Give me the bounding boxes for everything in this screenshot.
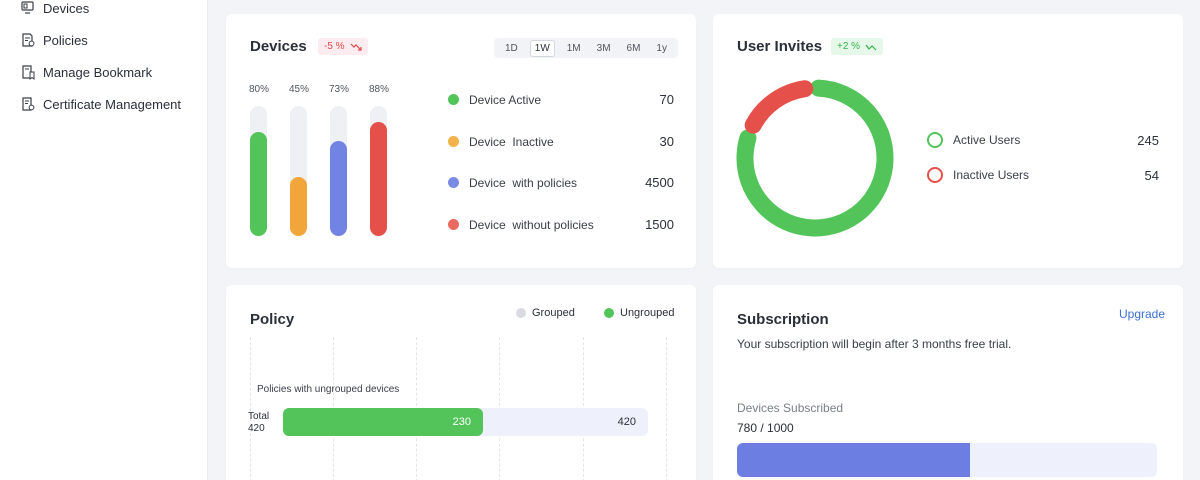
legend-dot	[516, 308, 526, 318]
tab-1w[interactable]: 1W	[529, 39, 555, 57]
bar-fill-without-policies	[370, 122, 387, 236]
sidebar-item-policies[interactable]: Policies	[20, 32, 88, 48]
sidebar-item-label: Devices	[43, 0, 90, 16]
sidebar-item-label: Manage Bookmark	[43, 64, 153, 80]
sidebar: Devices Policies Manage Bookmark Certifi…	[0, 0, 208, 480]
legend-label: Device Active	[469, 92, 542, 107]
bar-track	[290, 106, 307, 236]
devices-trend-badge: -5 %	[318, 38, 368, 55]
policy-title: Policy	[250, 311, 295, 328]
legend-value: 70	[659, 92, 674, 107]
devices-card: Devices -5 % 1D 1W 1M 3M 6M 1y 80% 45% 7…	[226, 14, 696, 268]
subscription-progress-fill	[737, 443, 970, 477]
sidebar-item-devices[interactable]: Devices	[20, 0, 89, 16]
legend-label: Device Inactive	[469, 134, 554, 149]
legend-item-device-inactive: Device Inactive 30	[448, 134, 674, 149]
tab-1d[interactable]: 1D	[504, 42, 518, 54]
legend-item-device-with-policies: Device with policies 4500	[448, 175, 674, 190]
policy-card: Policy Grouped Ungrouped Policies with u…	[226, 285, 696, 480]
bar-track	[250, 106, 267, 236]
devices-icon	[20, 0, 36, 16]
devices-subscribed-label: Devices Subscribed	[737, 401, 844, 415]
legend-dot	[448, 219, 459, 230]
policy-bar-track: 230 420	[283, 408, 648, 436]
bar-percent-label: 88%	[368, 84, 389, 95]
legend-item-device-without-policies: Device without policies 1500	[448, 217, 674, 232]
total-label: Total 420	[248, 411, 269, 435]
certificate-icon	[20, 96, 36, 112]
legend-value: 245	[1137, 132, 1159, 148]
subscription-progress-track	[737, 443, 1157, 477]
upgrade-link[interactable]: Upgrade	[1119, 307, 1166, 321]
total-end-value: 420	[617, 416, 636, 428]
legend-value: 54	[1144, 167, 1159, 183]
devices-title: Devices	[250, 38, 307, 55]
user-invites-card: User Invites +2 % Active Users 245 Inact…	[713, 14, 1183, 268]
legend-value: 30	[659, 134, 674, 149]
bar-track	[370, 106, 387, 236]
legend-label: Ungrouped	[620, 307, 675, 319]
legend-value: 1500	[645, 217, 674, 232]
legend-ring-icon	[927, 132, 943, 148]
legend-label: Device with policies	[469, 175, 578, 190]
total-label-value: 420	[248, 423, 265, 434]
trend-down-icon	[350, 43, 362, 51]
tab-3m[interactable]: 3M	[596, 42, 611, 54]
legend-dot	[448, 94, 459, 105]
user-invites-donut	[736, 79, 894, 237]
bar-caption: Policies with ungrouped devices	[257, 384, 400, 395]
legend-dot	[448, 136, 459, 147]
legend-label: Active Users	[953, 133, 1021, 147]
donut-segment-active	[736, 79, 894, 237]
legend-item-active-users: Active Users 245	[927, 132, 1159, 148]
donut-segment-inactive	[736, 79, 894, 237]
policy-bar-ungrouped: 230	[283, 408, 483, 436]
legend-label: Grouped	[532, 307, 575, 319]
timeframe-selector: 1D 1W 1M 3M 6M 1y	[494, 38, 678, 58]
user-invites-title: User Invites	[737, 38, 823, 55]
tab-1y[interactable]: 1y	[656, 42, 667, 54]
legend-dot	[604, 308, 614, 318]
trend-up-icon	[865, 44, 877, 50]
legend-item-device-active: Device Active 70	[448, 92, 674, 107]
legend-item-grouped: Grouped	[516, 307, 575, 319]
legend-ring-icon	[927, 167, 943, 183]
sidebar-item-certificate-management[interactable]: Certificate Management	[20, 96, 181, 112]
legend-item-inactive-users: Inactive Users 54	[927, 167, 1159, 183]
bar-percent-label: 73%	[328, 84, 349, 95]
gridline	[666, 337, 667, 480]
subscription-description: Your subscription will begin after 3 mon…	[737, 337, 1012, 351]
bar-fill-inactive	[290, 177, 307, 236]
bar-fill-with-policies	[330, 141, 347, 236]
subscription-title: Subscription	[737, 311, 829, 328]
devices-subscribed-value: 780 / 1000	[737, 421, 794, 435]
subscription-card: Subscription Upgrade Your subscription w…	[713, 285, 1183, 480]
bar-percent-label: 45%	[288, 84, 309, 95]
legend-item-ungrouped: Ungrouped	[604, 307, 674, 319]
sidebar-item-label: Certificate Management	[43, 96, 182, 112]
bar-percent-label: 80%	[248, 84, 269, 95]
tab-1m[interactable]: 1M	[566, 42, 581, 54]
ungrouped-value: 230	[452, 416, 471, 428]
badge-value: +2 %	[837, 41, 861, 52]
policies-icon	[20, 32, 36, 48]
bar-track	[330, 106, 347, 236]
total-label-text: Total	[248, 411, 270, 422]
legend-value: 4500	[645, 175, 674, 190]
legend-label: Inactive Users	[953, 168, 1030, 182]
sidebar-item-label: Policies	[43, 32, 88, 48]
user-invites-trend-badge: +2 %	[831, 38, 884, 55]
badge-value: -5 %	[324, 41, 345, 52]
sidebar-item-manage-bookmark[interactable]: Manage Bookmark	[20, 64, 152, 80]
tab-6m[interactable]: 6M	[626, 42, 641, 54]
gridline	[250, 337, 251, 480]
legend-label: Device without policies	[469, 217, 594, 232]
bookmark-icon	[20, 64, 36, 80]
bar-fill-active	[250, 132, 267, 236]
legend-dot	[448, 177, 459, 188]
